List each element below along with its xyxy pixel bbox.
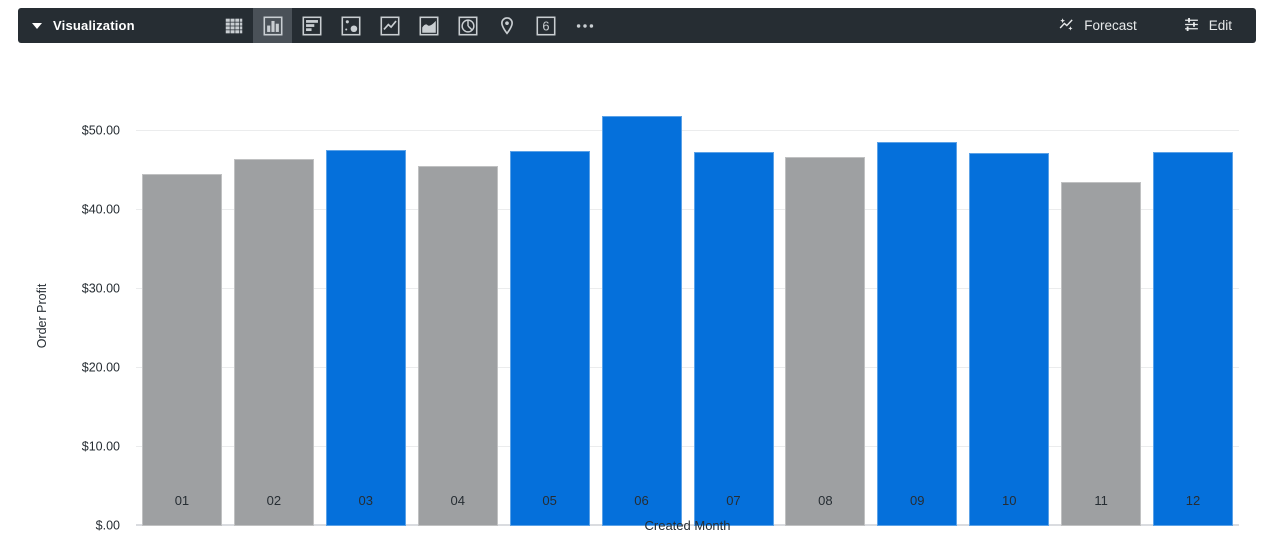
column-chart-viz-button[interactable] (253, 8, 292, 43)
more-viz-types-button[interactable] (565, 8, 604, 43)
x-tick-label: 12 (1185, 493, 1201, 508)
x-tick-label: 01 (174, 493, 190, 508)
x-tick-label: 03 (358, 493, 373, 508)
visualization-toolbar: Visualization (18, 8, 1256, 43)
forecast-button[interactable]: Forecast (1058, 16, 1137, 36)
gridline (136, 209, 1239, 210)
forecast-label: Forecast (1084, 18, 1137, 33)
y-tick-label: $30.00 (81, 281, 120, 296)
line-chart-viz-button[interactable] (370, 8, 409, 43)
svg-text:6: 6 (542, 18, 549, 33)
bar-month-04[interactable] (417, 165, 498, 526)
column-chart-icon (262, 15, 284, 37)
single-value-viz-button[interactable]: 6 (526, 8, 565, 43)
x-tick-label: 10 (1002, 493, 1017, 508)
y-tick-label: $20.00 (81, 360, 120, 375)
table-viz-button[interactable] (214, 8, 253, 43)
y-tick-label: $50.00 (81, 123, 120, 138)
bar-month-02[interactable] (233, 159, 314, 526)
forecast-sparkle-icon (1058, 16, 1075, 36)
x-tick-label: 04 (450, 493, 465, 508)
edit-button[interactable]: Edit (1183, 16, 1232, 36)
bar-month-05[interactable] (509, 150, 590, 526)
x-tick-label: 09 (910, 493, 925, 508)
gridline (136, 367, 1239, 368)
x-axis-title: Created Month (644, 518, 731, 533)
bar-month-12[interactable] (1153, 151, 1233, 526)
line-chart-icon (379, 15, 401, 37)
bar-month-08[interactable] (785, 157, 866, 526)
bar-month-11[interactable] (1061, 181, 1142, 526)
map-viz-button[interactable] (487, 8, 526, 43)
gridline (136, 446, 1239, 447)
viz-type-switcher: 6 (214, 8, 604, 43)
bar-month-07[interactable] (693, 152, 774, 526)
scatter-plot-icon (340, 15, 362, 37)
area-chart-viz-button[interactable] (409, 8, 448, 43)
table-icon (223, 15, 245, 37)
pie-chart-icon (457, 15, 479, 37)
collapse-caret-icon[interactable] (32, 22, 42, 29)
visualization-panel-header[interactable]: Visualization (18, 18, 182, 33)
x-tick-label: 02 (266, 493, 282, 508)
y-axis-labels: $.00 $10.00 $20.00 $30.00 $40.00 $50.00 (0, 109, 120, 533)
y-tick-label: $10.00 (81, 439, 120, 454)
scatter-viz-button[interactable] (331, 8, 370, 43)
x-tick-label: 06 (634, 493, 649, 508)
bar-month-09[interactable] (877, 142, 958, 526)
gridline (136, 130, 1239, 131)
x-axis-line (136, 524, 1239, 526)
bar-month-03[interactable] (325, 150, 406, 526)
edit-label: Edit (1208, 18, 1232, 33)
x-tick-label: 07 (726, 493, 741, 508)
plot-area (136, 109, 1239, 526)
bar-chart: Order Profit $.00 $10.00 $20.00 $30.00 $40.0… (0, 43, 1272, 560)
y-tick-label: $.00 (95, 518, 120, 533)
edit-tune-icon (1183, 16, 1200, 36)
x-tick-label: 05 (542, 493, 557, 508)
bar-chart-viz-button[interactable] (292, 8, 331, 43)
y-tick-label: $40.00 (81, 202, 120, 217)
area-chart-icon (418, 15, 440, 37)
single-value-icon: 6 (535, 15, 557, 37)
panel-title: Visualization (53, 18, 135, 33)
toolbar-actions: Forecast Edit (1058, 16, 1256, 36)
bar-chart-icon (301, 15, 323, 37)
bar-month-10[interactable] (969, 153, 1050, 526)
x-tick-label: 11 (1094, 493, 1108, 508)
ellipsis-icon (574, 15, 596, 37)
gridline (136, 288, 1239, 289)
x-tick-label: 08 (818, 493, 833, 508)
bar-month-01[interactable] (142, 173, 222, 526)
map-pin-icon (496, 15, 518, 37)
pie-chart-viz-button[interactable] (448, 8, 487, 43)
bar-month-06[interactable] (601, 116, 682, 526)
